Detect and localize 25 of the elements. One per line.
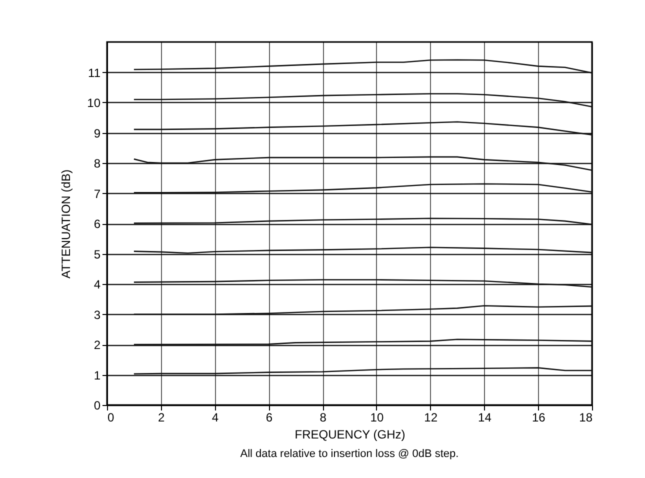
x-axis-title: FREQUENCY (GHz) <box>294 428 406 442</box>
x-tick-label: 12 <box>424 410 438 424</box>
x-tick-label: 2 <box>158 410 166 424</box>
y-tick-label: 0 <box>94 398 101 412</box>
x-tick-label: 10 <box>370 410 384 424</box>
x-tick-label: 0 <box>108 410 114 424</box>
y-tick-label: 11 <box>88 66 101 80</box>
text: All data relative to insertion loss @ 0dB step. <box>240 448 459 460</box>
y-tick-label: 8 <box>94 156 101 170</box>
y-tick-label: 2 <box>94 338 101 352</box>
x-tick-label: 18 <box>579 410 593 424</box>
x-tick-label: 14 <box>478 410 492 424</box>
y-tick-label: 7 <box>94 186 101 201</box>
y-tick-label: 9 <box>94 126 101 140</box>
y-tick-label: 10 <box>87 96 101 110</box>
y-tick-label: 4 <box>94 278 101 292</box>
y-tick-label: 1 <box>94 368 101 382</box>
y-axis-title: ATTENUATION (dB) <box>59 170 74 278</box>
x-tick-label: 6 <box>266 410 273 424</box>
y-tick-label: 5 <box>94 247 101 262</box>
x-tick-label: 4 <box>212 410 219 424</box>
x-tick-label: 16 <box>532 410 546 424</box>
x-tick-label: 8 <box>320 410 327 424</box>
y-tick-label: 3 <box>94 308 101 322</box>
y-tick-label: 6 <box>94 217 101 231</box>
